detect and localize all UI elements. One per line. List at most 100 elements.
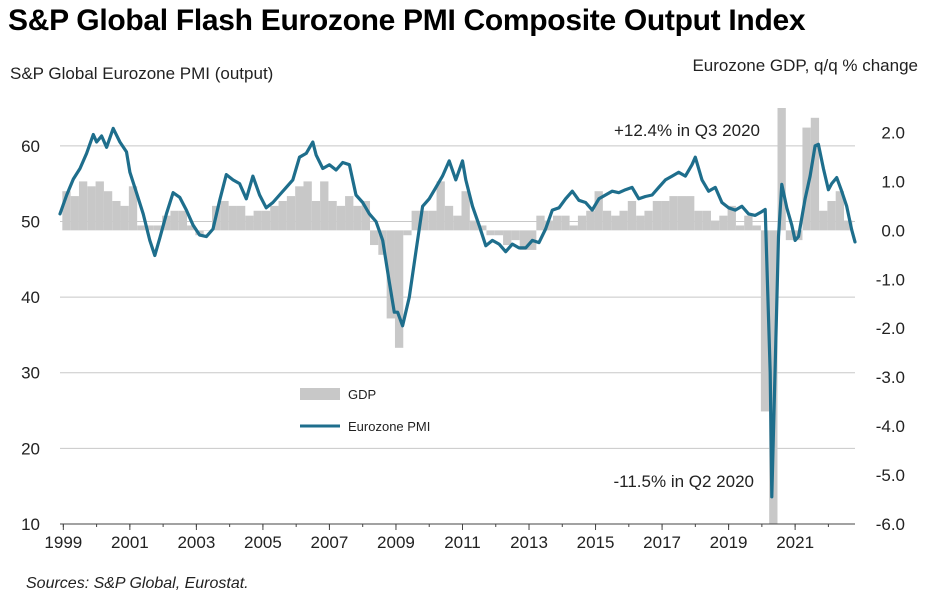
gdp-bar <box>137 225 146 231</box>
gdp-bar <box>835 191 845 231</box>
gdp-bar <box>328 200 337 231</box>
right-axis-title: Eurozone GDP, q/q % change <box>692 56 918 75</box>
gdp-bar <box>361 200 371 231</box>
gdp-bar <box>62 191 71 231</box>
gdp-bar <box>760 230 770 412</box>
gdp-bars <box>62 108 853 524</box>
gridlines <box>60 145 855 449</box>
legend: GDP Eurozone PMI <box>300 387 430 434</box>
gdp-bar <box>810 117 820 231</box>
gdp-bar <box>569 225 578 231</box>
gdp-bar <box>785 230 795 241</box>
gdp-bar <box>436 181 445 231</box>
gdp-bar <box>702 210 711 231</box>
right-tick-label: -4.0 <box>876 417 905 436</box>
gdp-bar <box>345 196 354 231</box>
gdp-bar <box>78 181 88 231</box>
gdp-bar <box>636 215 645 231</box>
gdp-bar <box>87 186 96 231</box>
gdp-bar <box>727 205 736 231</box>
gdp-bar <box>752 225 761 231</box>
pmi-line <box>58 126 857 499</box>
left-axis-title: S&P Global Eurozone PMI (output) <box>10 64 274 83</box>
left-tick-label: 50 <box>21 212 40 231</box>
right-tick-label: 0.0 <box>881 221 905 240</box>
gdp-bar <box>394 230 404 348</box>
gdp-bar <box>153 225 163 231</box>
gdp-bar <box>311 200 321 231</box>
gdp-bar <box>503 230 512 246</box>
gdp-bar <box>777 108 786 231</box>
gdp-bar <box>370 230 379 246</box>
x-tick-label: 2009 <box>377 533 415 552</box>
right-tick-label: -2.0 <box>876 319 905 338</box>
gdp-bar <box>336 205 346 231</box>
gdp-bar <box>669 196 678 231</box>
gdp-bar <box>627 200 637 231</box>
gdp-bar <box>411 210 420 231</box>
gdp-bar <box>486 230 495 236</box>
gdp-bar <box>619 210 628 231</box>
gdp-bar <box>444 205 454 231</box>
gdp-bar <box>428 210 437 231</box>
gdp-bar <box>519 230 529 250</box>
gdp-bar <box>453 215 462 231</box>
gdp-bar <box>544 220 553 231</box>
gdp-bar <box>494 230 504 236</box>
x-tick-label: 2019 <box>710 533 748 552</box>
annotation-q3-2020: +12.4% in Q3 2020 <box>614 121 760 140</box>
gdp-bar <box>203 230 213 231</box>
annotations: +12.4% in Q3 2020 -11.5% in Q2 2020 <box>614 121 761 491</box>
x-tick-label: 2015 <box>577 533 615 552</box>
right-tick-label: -1.0 <box>876 270 905 289</box>
gdp-bar <box>644 210 653 231</box>
gdp-bar <box>552 215 562 231</box>
gdp-bar <box>286 196 296 231</box>
chart-title: S&P Global Flash Eurozone PMI Composite … <box>8 4 806 37</box>
legend-label-gdp: GDP <box>348 387 376 402</box>
pmi-line-group <box>58 126 857 499</box>
gdp-bar <box>536 215 545 231</box>
gdp-bar <box>819 210 828 231</box>
gdp-bar <box>253 210 262 231</box>
left-tick-label: 10 <box>21 515 40 534</box>
x-tick-label: 2005 <box>244 533 282 552</box>
gdp-bar <box>220 200 229 231</box>
gdp-bar <box>295 186 304 231</box>
gdp-bar <box>478 225 487 231</box>
gdp-bar <box>270 205 279 231</box>
gdp-bar <box>112 200 121 231</box>
gdp-bar <box>145 225 154 231</box>
gdp-bar <box>419 210 429 231</box>
gdp-bar <box>719 215 728 231</box>
left-tick-label: 60 <box>21 137 40 156</box>
gdp-bar <box>677 196 687 231</box>
x-tick-label: 2013 <box>510 533 548 552</box>
annotation-q2-2020: -11.5% in Q2 2020 <box>614 472 755 491</box>
gdp-bar <box>594 191 603 231</box>
gdp-bar <box>561 215 570 231</box>
gdp-bar <box>103 191 113 231</box>
gdp-bar <box>70 196 79 231</box>
gdp-bar <box>320 181 329 231</box>
gdp-bar <box>170 210 179 231</box>
x-tick-label: 2021 <box>776 533 814 552</box>
gdp-bar <box>652 200 662 231</box>
left-tick-label: 30 <box>21 364 40 383</box>
gdp-bar <box>245 215 254 231</box>
gdp-bar <box>611 215 620 231</box>
gdp-bar <box>162 215 171 231</box>
gdp-bar <box>586 210 595 231</box>
tick-labels: 1999 2001 2003 2005 2007 2009 2011 2013 2015 2017… <box>21 123 905 552</box>
gdp-bar <box>694 210 703 231</box>
gdp-bar <box>686 196 695 231</box>
gdp-bar <box>128 186 138 231</box>
x-tick-label: 2007 <box>311 533 349 552</box>
gdp-bar <box>844 220 853 231</box>
x-tick-label: 1999 <box>44 533 82 552</box>
right-tick-label: 2.0 <box>881 123 905 142</box>
x-tick-label: 2001 <box>111 533 149 552</box>
x-tick-label: 2003 <box>177 533 215 552</box>
